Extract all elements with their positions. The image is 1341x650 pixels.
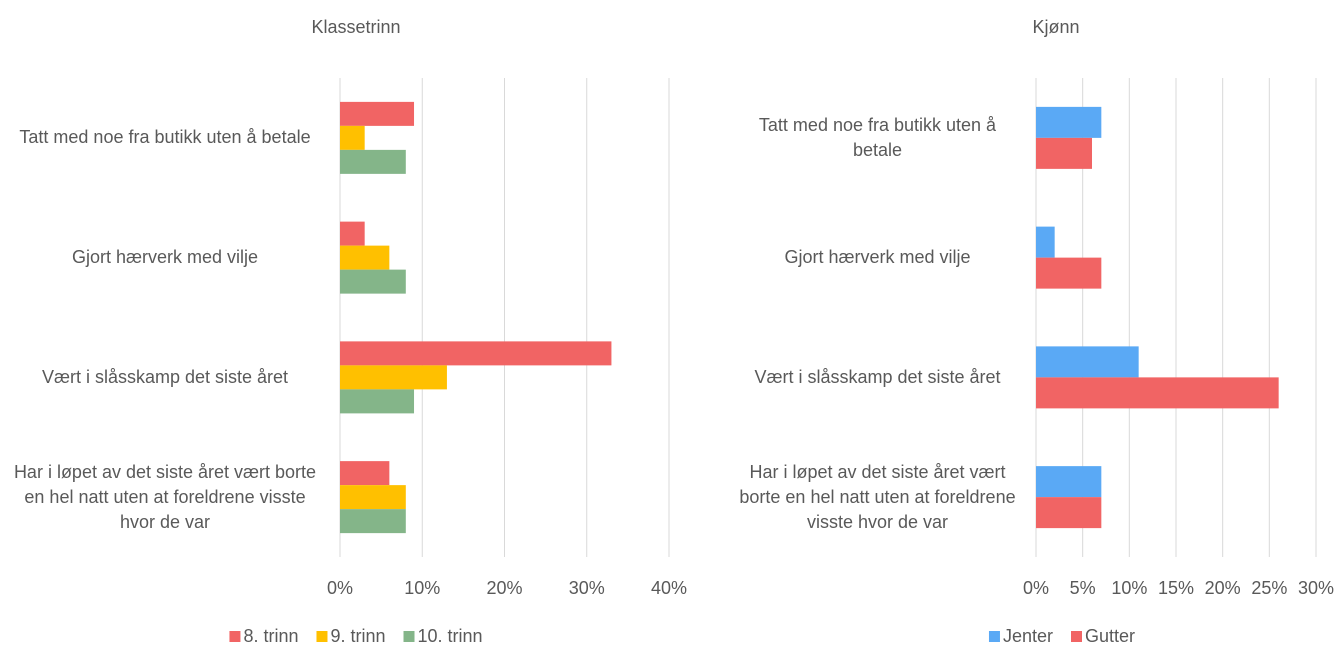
legend-label: 8. trinn [243,626,298,646]
category-label: Tatt med noe fra butikk uten å betale [19,127,311,148]
chart-title: Kjønn [1032,17,1079,37]
category-label: Har i løpet av det siste året vært borte… [739,461,1016,532]
x-tick-label: 40% [651,578,687,598]
bar [340,101,415,126]
legend-label: Jenter [1003,626,1053,646]
bar [340,125,365,150]
legend-swatch [316,631,328,642]
bar [1036,497,1102,529]
bar [340,461,390,486]
bar [1036,466,1102,498]
x-tick-label: 30% [1298,578,1334,598]
x-tick-label: 30% [569,578,605,598]
legend-label: Gutter [1085,626,1135,646]
category-label: Gjort hærverk med vilje [784,247,971,268]
bar [1036,137,1092,169]
x-tick-label: 10% [404,578,440,598]
x-tick-label: 15% [1158,578,1194,598]
category-label: Vært i slåsskamp det siste året [41,366,289,387]
legend-label: 10. trinn [418,626,483,646]
x-tick-label: 0% [327,578,353,598]
x-tick-label: 20% [486,578,522,598]
bar [340,485,406,510]
x-tick-label: 0% [1023,578,1049,598]
legend-swatch [229,631,241,642]
x-tick-label: 20% [1205,578,1241,598]
category-label: Vært i slåsskamp det siste året [754,366,1001,387]
bar [340,221,365,246]
bar [1036,106,1102,138]
bar [340,245,390,270]
x-tick-label: 10% [1111,578,1147,598]
category-label: Gjort hærverk med vilje [71,247,259,268]
category-label: Har i løpet av det siste året vært borte… [13,461,317,532]
legend-swatch [1071,631,1082,642]
legend-swatch [988,631,1000,642]
bar [340,509,406,534]
bar [1036,226,1055,258]
x-tick-label: 25% [1251,578,1287,598]
bar [340,389,415,414]
bar [340,269,406,294]
chart-title: Klassetrinn [311,17,400,37]
x-tick-label: 5% [1070,578,1096,598]
bar [1036,377,1279,409]
bar [1036,346,1139,378]
bar [340,341,612,366]
category-label: Tatt med noe fra butikk uten å betale [758,114,997,160]
legend-label: 9. trinn [330,626,385,646]
bar [340,365,447,390]
legend-swatch [403,631,415,642]
bar [340,149,406,174]
bar [1036,257,1102,289]
